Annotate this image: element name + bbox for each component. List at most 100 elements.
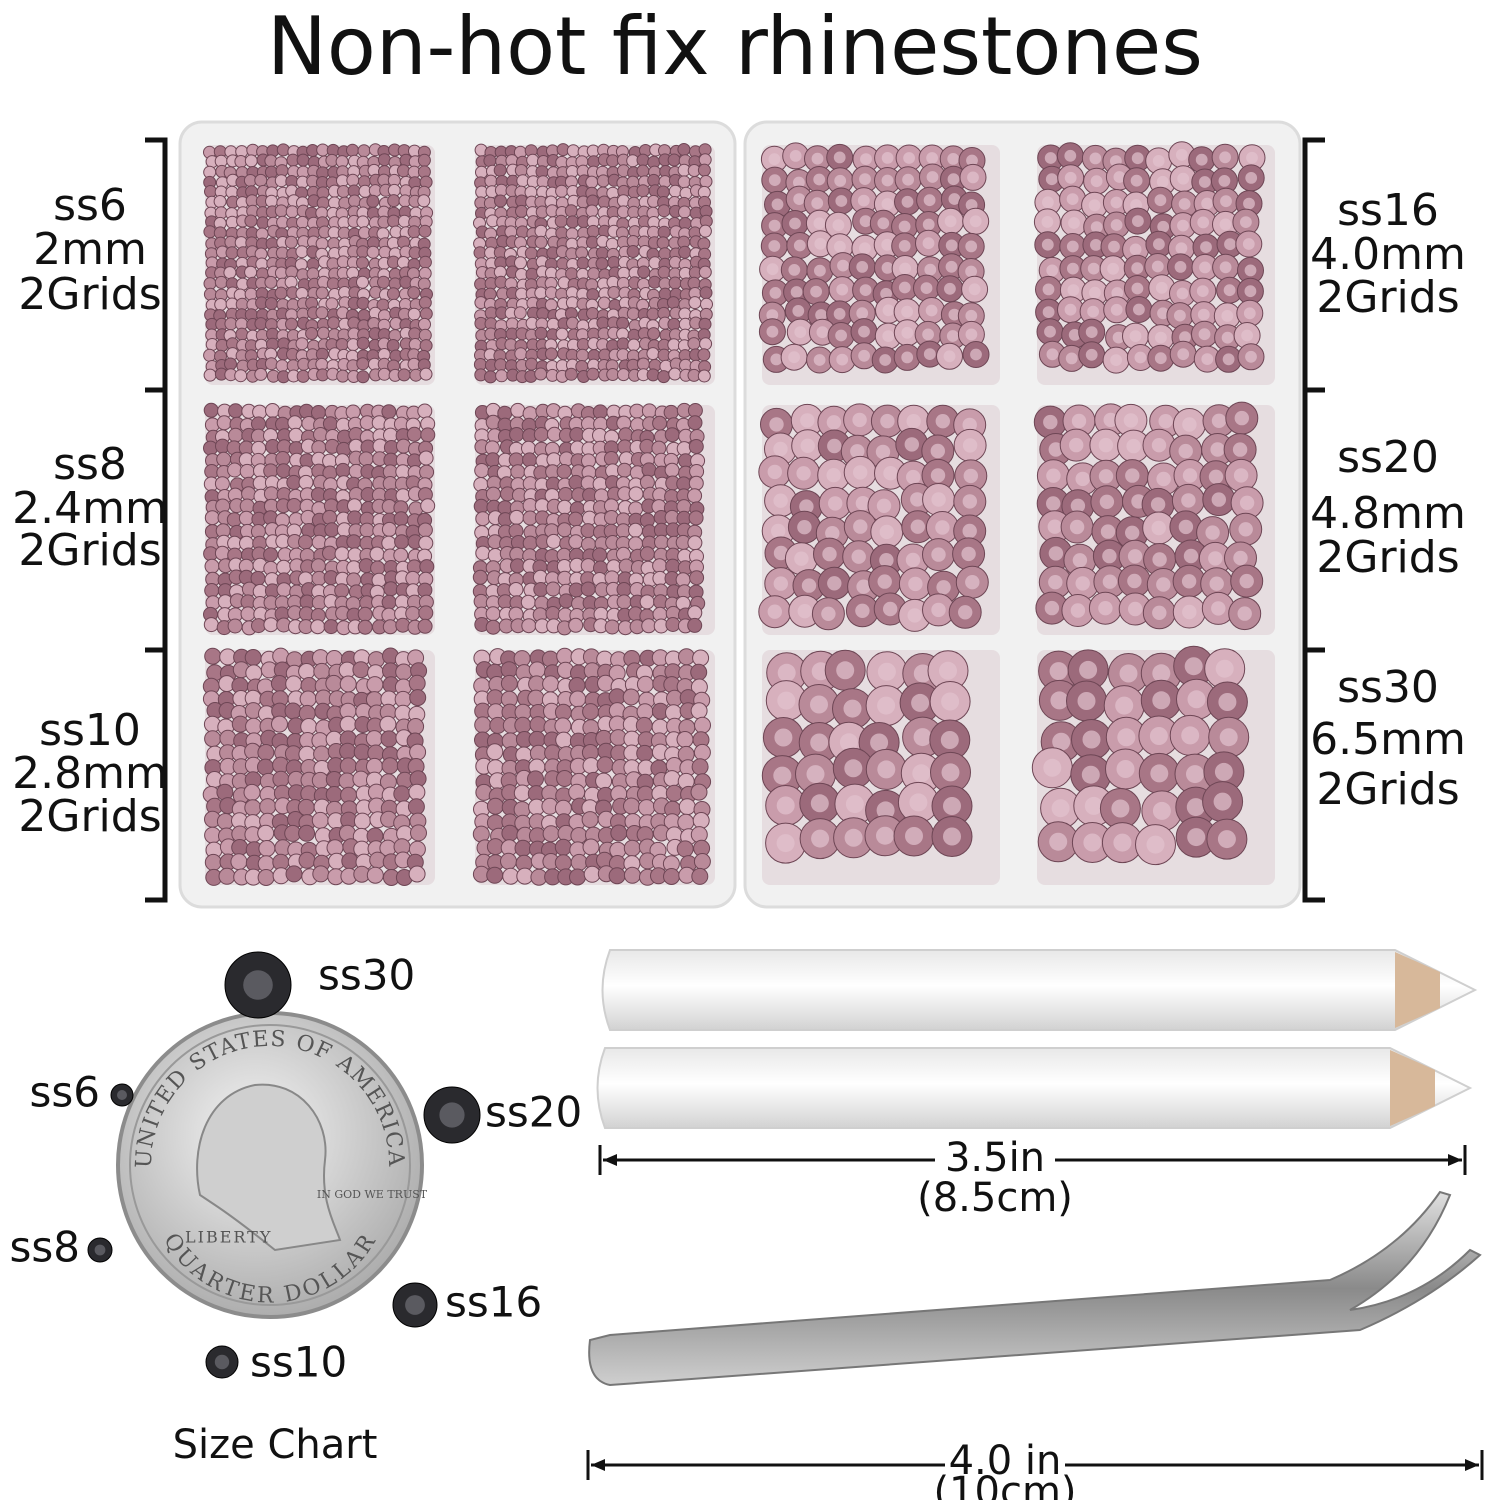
rhinestone <box>657 204 671 218</box>
rhinestone <box>627 338 641 352</box>
rhinestone-facet <box>1217 830 1236 849</box>
rhinestone-facet <box>1175 242 1188 255</box>
rhinestone-facet <box>1195 153 1208 166</box>
rhinestone-facet <box>1068 329 1081 341</box>
rhinestone <box>657 265 671 279</box>
rhinestone-facet <box>963 468 978 484</box>
rhinestone-facet <box>1237 606 1252 621</box>
rhinestone <box>646 347 660 361</box>
rhinestone <box>606 368 620 381</box>
rhinestone <box>508 582 524 597</box>
rhinestone <box>347 510 363 526</box>
rhinestone <box>629 403 645 419</box>
rhinestone-facet <box>962 494 977 509</box>
rhinestone <box>510 464 526 480</box>
rhinestone <box>556 464 572 479</box>
rhinestone-facet <box>1113 171 1126 183</box>
rhinestone <box>566 144 580 158</box>
rhinestone <box>418 535 434 551</box>
rhinestone-facet <box>1245 350 1257 363</box>
rhinestone <box>204 185 217 198</box>
rhinestone-facet <box>1042 283 1055 296</box>
rhinestone-facet <box>876 801 895 820</box>
rhinestone <box>641 462 657 478</box>
rhinestone-facet <box>1112 331 1125 344</box>
rhinestone <box>322 545 337 561</box>
rhinestone <box>483 154 497 168</box>
rhinestone <box>558 487 574 502</box>
rhinestone <box>213 195 227 208</box>
rhinestone-facet <box>1218 693 1237 711</box>
rhinestone <box>240 606 256 622</box>
rhinestone-facet <box>925 304 938 317</box>
rhinestone-facet <box>944 282 956 295</box>
rhinestone <box>317 326 330 340</box>
rhinestone-facet <box>833 151 846 164</box>
rhinestone <box>667 153 681 167</box>
rhinestone-facet <box>1042 196 1054 209</box>
rhinestone-facet <box>776 796 795 815</box>
compartment <box>203 143 435 385</box>
rhinestone-facet <box>1151 520 1166 536</box>
rhinestone <box>646 368 660 382</box>
rhinestone <box>381 757 399 775</box>
rhinestone-facet <box>1151 260 1164 273</box>
rhinestone-facet <box>773 766 792 785</box>
rhinestone <box>386 287 400 301</box>
rhinestone-facet <box>898 220 911 233</box>
rhinestone <box>257 824 275 842</box>
rhinestone <box>622 688 640 706</box>
rhinestone <box>666 296 680 310</box>
rhinestone-facet <box>1218 175 1231 187</box>
rhinestone-facet <box>877 574 892 589</box>
rhinestone <box>474 463 490 478</box>
rhinestone <box>657 225 671 239</box>
rhinestone <box>366 866 384 884</box>
rhinestone <box>219 729 237 747</box>
rhinestone <box>214 476 230 492</box>
rhinestone <box>698 265 712 279</box>
rhinestone <box>381 535 397 551</box>
rhinestone <box>595 772 613 790</box>
rhinestone <box>417 618 433 634</box>
rhinestone-facet <box>1065 352 1078 365</box>
rhinestone-facet <box>859 215 872 228</box>
rhinestone <box>607 286 621 299</box>
rhinestone-facet <box>768 240 781 252</box>
pencil <box>601 949 1478 1031</box>
rhinestone <box>346 534 362 550</box>
rhinestone <box>346 143 359 157</box>
rhinestone-facet <box>845 795 864 814</box>
rhinestone <box>569 690 587 708</box>
rhinestone-facet <box>931 547 946 562</box>
rhinestone <box>628 486 644 502</box>
rhinestone-facet <box>1246 151 1258 164</box>
rhinestone-facet <box>813 173 826 186</box>
reference-stone-facet <box>94 1244 106 1256</box>
rhinestone <box>676 731 694 748</box>
rhinestone-facet <box>815 309 827 321</box>
rhinestone <box>623 866 641 884</box>
rhinestone-facet <box>901 351 914 364</box>
rhinestone <box>377 367 391 381</box>
rhinestone-facet <box>899 262 911 275</box>
rhinestone <box>258 840 276 857</box>
rhinestone <box>407 307 421 321</box>
rhinestone <box>554 838 572 856</box>
rhinestone-facet <box>1211 601 1226 616</box>
rhinestone-facet <box>1205 525 1220 540</box>
rhinestone <box>522 452 538 468</box>
rhinestone-facet <box>948 193 961 205</box>
rhinestone-facet <box>777 691 796 710</box>
rhinestone-facet <box>940 731 959 749</box>
rhinestone <box>274 204 288 218</box>
rhinestone <box>596 756 614 774</box>
rhinestone-facet <box>901 305 913 318</box>
rhinestone <box>484 370 497 384</box>
rhinestone-facet <box>1131 152 1144 165</box>
rhinestone <box>358 451 374 467</box>
rhinestone <box>204 647 222 665</box>
rhinestone <box>393 511 409 527</box>
rhinestone <box>244 265 258 279</box>
rhinestone <box>284 702 302 720</box>
